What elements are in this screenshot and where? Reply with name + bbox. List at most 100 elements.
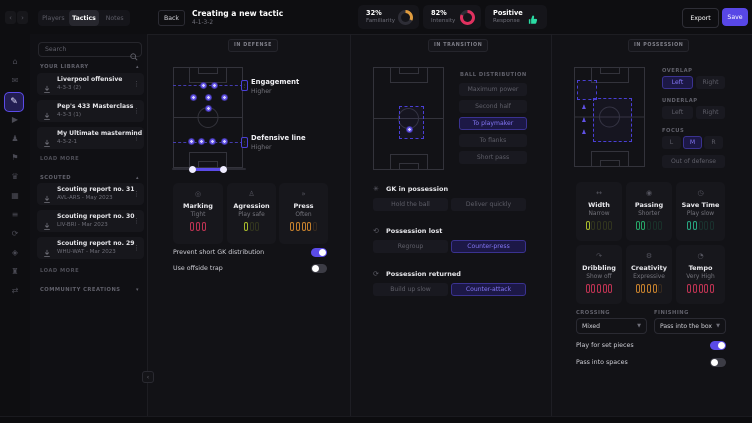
video-icon[interactable]: ▶ (11, 115, 19, 124)
option-counter-attack[interactable]: Counter-attack (451, 283, 526, 296)
focus-zone[interactable] (593, 98, 633, 142)
prevent-gk-distribution-toggle[interactable] (311, 248, 327, 257)
sidebar-collapse-button[interactable]: ‹ (142, 371, 154, 383)
focus-middle-button[interactable]: M (683, 136, 702, 149)
tab-players[interactable]: Players (42, 14, 65, 22)
item-menu-icon[interactable]: ⋮ (133, 80, 140, 88)
underlap-right-button[interactable]: Right (696, 106, 725, 119)
save-time-card[interactable]: ◷ Save Time Play slow (676, 182, 725, 241)
option-regroup[interactable]: Regroup (373, 240, 448, 253)
thumbs-up-icon (527, 11, 539, 30)
option-counter-press[interactable]: Counter-press (451, 240, 526, 253)
download-icon (43, 189, 51, 208)
line-range-slider[interactable] (172, 165, 246, 173)
item-subtitle: AVL-ARS - May 2023 (57, 195, 113, 201)
list-item-scouting-30[interactable]: Scouting report no. 30 LIV-BRI - Mar 202… (37, 210, 144, 232)
item-menu-icon[interactable]: ⋮ (133, 190, 140, 198)
scouted-load-more[interactable]: LOAD MORE (40, 268, 80, 274)
dribbling-meter (585, 284, 613, 293)
player-marker[interactable]: ♟ (581, 129, 587, 136)
transition-pitch[interactable] (373, 67, 444, 170)
overlap-left-button[interactable]: Left (662, 76, 693, 89)
engagement-line[interactable] (173, 85, 243, 87)
library-collapse-icon[interactable]: ▴ (136, 64, 139, 70)
inbox-icon[interactable]: ✉ (11, 76, 19, 85)
offside-trap-toggle[interactable] (311, 264, 327, 273)
defense-pitch[interactable]: ⋮ ⋮ (173, 67, 248, 168)
agression-card[interactable]: ♙ Agression Play safe (227, 183, 276, 244)
tab-notes[interactable]: Notes (105, 14, 124, 22)
formation-subtitle: 4-1-3-2 (192, 20, 214, 26)
tempo-card[interactable]: ◔ Tempo Very High (676, 245, 725, 304)
option-deliver-quickly[interactable]: Deliver quickly (451, 198, 526, 211)
transfers-icon[interactable]: ⇄ (11, 286, 19, 295)
defensive-line[interactable] (173, 141, 243, 143)
stats-icon[interactable]: ≡ (11, 210, 19, 219)
creativity-card[interactable]: ⚙ Creativity Expressive (626, 245, 672, 304)
option-to-playmaker[interactable]: To playmaker (459, 117, 527, 130)
option-short-pass[interactable]: Short pass (459, 151, 527, 164)
width-card[interactable]: ↔ Width Narrow (576, 182, 622, 241)
slider-handle-right[interactable] (220, 165, 228, 173)
history-back-icon[interactable]: ‹ (5, 11, 16, 24)
media-icon[interactable]: ⚑ (11, 153, 19, 162)
search-input[interactable] (38, 42, 142, 57)
press-card[interactable]: » Press Often (279, 183, 328, 244)
export-button[interactable]: Export (682, 8, 719, 28)
item-menu-icon[interactable]: ⋮ (133, 107, 140, 115)
tab-tactics[interactable]: Tactics (68, 10, 100, 26)
familiarity-ring (398, 9, 413, 25)
slider-handle-left[interactable] (189, 165, 197, 173)
tempo-label: Tempo (688, 264, 713, 272)
item-menu-icon[interactable]: ⋮ (133, 244, 140, 252)
player-marker[interactable]: ♟ (581, 117, 587, 124)
calendar-icon[interactable]: ▦ (11, 191, 19, 200)
competitions-icon[interactable]: ♛ (11, 172, 19, 181)
overlap-right-button[interactable]: Right (696, 76, 725, 89)
overlap-zone[interactable] (576, 80, 598, 100)
distribution-zone[interactable] (398, 106, 424, 140)
marking-card[interactable]: ◎ Marking Tight (173, 183, 223, 244)
crossing-select[interactable]: Mixed ▼ (576, 318, 647, 334)
passing-card[interactable]: ◉ Passing Shorter (626, 182, 672, 241)
underlap-left-button[interactable]: Left (662, 106, 693, 119)
back-button[interactable]: Back (158, 10, 185, 26)
defensive-line-handle[interactable]: ⋮ (241, 136, 248, 148)
library-load-more[interactable]: LOAD MORE (40, 156, 80, 162)
possession-pitch[interactable]: ♟ ♟ ♟ (574, 67, 645, 167)
save-button[interactable]: Save (722, 8, 748, 26)
engagement-line-handle[interactable]: ⋮ (241, 80, 248, 92)
option-build-up-slow[interactable]: Build up slow (373, 283, 448, 296)
focus-left-button[interactable]: L (662, 136, 681, 149)
sync-icon[interactable]: ⟳ (11, 229, 19, 238)
home-icon[interactable]: ⌂ (12, 57, 18, 66)
item-menu-icon[interactable]: ⋮ (133, 134, 140, 142)
history-forward-icon[interactable]: › (17, 11, 28, 24)
option-to-flanks[interactable]: To flanks (459, 134, 527, 147)
out-of-defense-button[interactable]: Out of defense (662, 155, 725, 168)
option-hold-the-ball[interactable]: Hold the ball (373, 198, 448, 211)
stadium-icon[interactable]: ♜ (11, 267, 19, 276)
agression-meter (243, 222, 260, 231)
list-item-scouting-29[interactable]: Scouting report no. 29 WHU-WAT - Mar 202… (37, 237, 144, 259)
list-item-scouting-31[interactable]: Scouting report no. 31 AVL-ARS - May 202… (37, 183, 144, 205)
player-marker[interactable]: ♟ (581, 104, 587, 111)
item-menu-icon[interactable]: ⋮ (133, 217, 140, 225)
tactics-icon[interactable]: ✎ (4, 92, 24, 112)
list-item-liverpool-offensive[interactable]: Liverpool offensive 4-3-3 (2) ⋮ (37, 73, 144, 95)
list-item-peps-masterclass[interactable]: Pep's 433 Masterclass 4-3-3 (1) ⋮ (37, 100, 144, 122)
option-maximum-power[interactable]: Maximum power (459, 83, 527, 96)
pass-into-spaces-toggle[interactable] (710, 358, 726, 367)
familiarity-stat: 32% Familiarity (358, 5, 419, 29)
community-collapse-icon[interactable]: ▾ (136, 287, 139, 293)
focus-right-button[interactable]: R (704, 136, 723, 149)
option-second-half[interactable]: Second half (459, 100, 527, 113)
finishing-select[interactable]: Pass into the box ▼ (654, 318, 726, 334)
set-pieces-toggle[interactable] (710, 341, 726, 350)
dribbling-card[interactable]: ↷ Dribbling Show off (576, 245, 622, 304)
scouted-collapse-icon[interactable]: ▴ (136, 175, 139, 181)
list-item-ultimate-mastermind[interactable]: My Ultimate mastermind 4-3-2-1 ⋮ (37, 127, 144, 149)
club-icon[interactable]: ◈ (11, 248, 19, 257)
width-meter (585, 221, 613, 230)
training-icon[interactable]: ♟ (11, 134, 19, 143)
